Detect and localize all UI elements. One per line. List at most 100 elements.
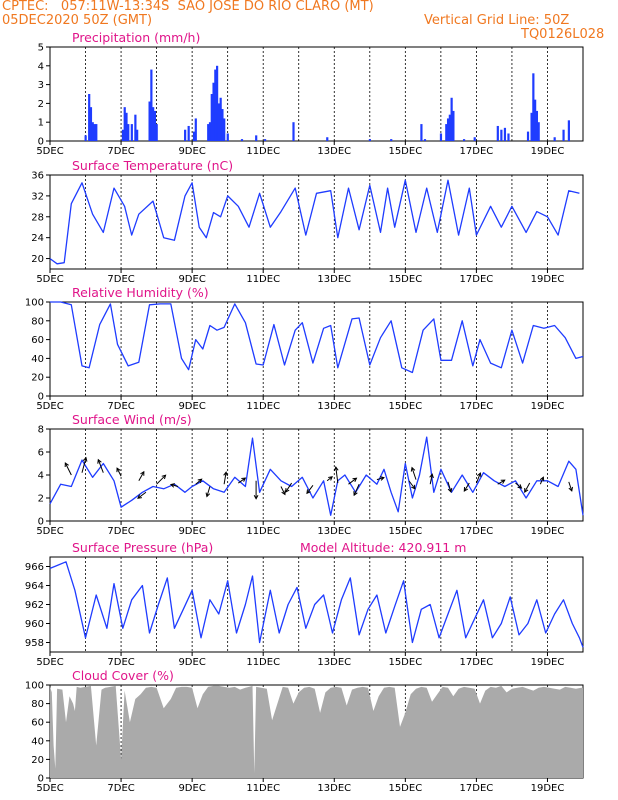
cloud-area <box>50 685 583 778</box>
y-tick-label: 0 <box>38 774 44 785</box>
panel-frame <box>49 46 584 142</box>
precip-bar <box>93 124 96 141</box>
wind-arrow <box>195 478 203 485</box>
y-tick-label: 958 <box>25 638 44 649</box>
y-tick-label: 964 <box>25 581 44 592</box>
y-tick-label: 40 <box>31 354 44 365</box>
y-tick-label: 20 <box>31 755 44 766</box>
precip-bar <box>136 129 139 141</box>
header-model-code: TQ0126L028 <box>521 27 605 42</box>
x-tick-label: 11DEC <box>246 526 280 537</box>
x-tick-label: 5DEC <box>36 783 63 794</box>
x-tick-label: 13DEC <box>317 526 351 537</box>
x-tick-label: 9DEC <box>178 657 205 668</box>
wind-arrow-head <box>169 483 175 488</box>
wind-arrow-head <box>82 456 88 462</box>
wind-arrow <box>138 471 145 481</box>
y-tick-label: 40 <box>31 736 44 747</box>
series-line <box>50 301 584 374</box>
x-tick-label: 9DEC <box>178 783 205 794</box>
precip-bar <box>89 107 93 141</box>
x-tick-label: 15DEC <box>388 146 422 157</box>
wind-arrow <box>408 480 416 490</box>
wind-arrow-head <box>97 458 102 464</box>
precip-bar <box>496 125 499 141</box>
precip-bar <box>219 97 222 141</box>
x-tick-label: 19DEC <box>531 401 565 412</box>
precip-bar <box>155 124 158 141</box>
wind-arrow <box>64 462 72 476</box>
wind-arrow <box>335 466 339 484</box>
y-tick-label: 3 <box>38 80 44 91</box>
y-tick-label: 2 <box>38 99 44 110</box>
header-station-line: CPTEC: 057:11W-13:34S SAO JOSE DO RIO CL… <box>2 0 374 14</box>
precip-bar <box>123 107 126 141</box>
precip-bar <box>226 133 229 141</box>
panel-title: Cloud Cover (%) <box>72 668 174 683</box>
wind-arrow-head <box>253 495 259 500</box>
wind-arrow-head <box>64 462 69 468</box>
x-tick-label: 5DEC <box>36 401 63 412</box>
precip-bar <box>420 124 423 141</box>
precip-bar <box>553 137 556 141</box>
x-tick-label: 19DEC <box>531 526 565 537</box>
panel-frame <box>49 174 584 270</box>
x-tick-label: 11DEC <box>246 274 280 285</box>
x-tick-label: 11DEC <box>246 146 280 157</box>
x-tick-label: 17DEC <box>460 401 494 412</box>
y-tick-label: 960 <box>25 619 44 630</box>
precip-bar <box>507 133 510 141</box>
y-tick-label: 36 <box>31 171 44 182</box>
precip-bar <box>134 114 137 141</box>
precip-bar <box>130 124 133 141</box>
precip-bar <box>263 139 267 141</box>
wind-arrow <box>524 482 531 493</box>
precip-bar <box>535 110 539 141</box>
precip-bar <box>84 135 87 141</box>
x-tick-label: 15DEC <box>388 526 422 537</box>
x-tick-label: 7DEC <box>107 146 134 157</box>
wind-arrow <box>463 482 470 492</box>
precip-bar <box>221 109 224 141</box>
precip-bar <box>210 94 213 141</box>
x-tick-label: 7DEC <box>107 657 134 668</box>
x-tick-label: 5DEC <box>36 657 63 668</box>
precip-bar <box>91 122 94 141</box>
y-tick-label: 1 <box>38 118 44 129</box>
precip-bar <box>217 103 220 141</box>
precip-bar <box>95 124 98 141</box>
wind-arrow <box>170 484 179 487</box>
y-tick-label: 28 <box>31 212 44 223</box>
series-line <box>49 561 584 648</box>
x-tick-label: 5DEC <box>36 274 63 285</box>
precip-bar <box>125 112 128 141</box>
x-tick-label: 13DEC <box>317 401 351 412</box>
precip-bar <box>127 124 130 141</box>
precip-bar <box>452 110 455 141</box>
y-tick-label: 0 <box>38 137 44 148</box>
x-tick-label: 17DEC <box>460 526 494 537</box>
x-tick-label: 13DEC <box>317 783 351 794</box>
wind-arrow-head <box>140 470 145 476</box>
wind-arrow-head <box>281 490 286 496</box>
x-tick-label: 9DEC <box>178 401 205 412</box>
wind-arrow-head <box>500 479 506 484</box>
precip-bar <box>423 139 427 141</box>
wind-arrow-head <box>137 494 142 499</box>
wind-arrow <box>280 486 286 495</box>
x-tick-label: 15DEC <box>388 783 422 794</box>
panel-pressure: 958 960 962 964 966 5DEC 7DEC 9DEC 11DEC 13DEC 15D… <box>25 540 584 668</box>
precip-bar <box>152 107 155 141</box>
precip-bar <box>368 139 371 141</box>
x-tick-label: 7DEC <box>107 274 134 285</box>
x-tick-label: 13DEC <box>317 274 351 285</box>
wind-arrow <box>568 481 573 492</box>
precip-bar <box>500 129 503 141</box>
wind-arrow <box>447 481 452 493</box>
wind-arrow-head <box>306 489 311 495</box>
x-tick-label: 19DEC <box>531 657 565 668</box>
wind-arrow <box>539 477 544 485</box>
y-tick-label: 60 <box>31 718 44 729</box>
wind-arrow-head <box>328 476 333 481</box>
